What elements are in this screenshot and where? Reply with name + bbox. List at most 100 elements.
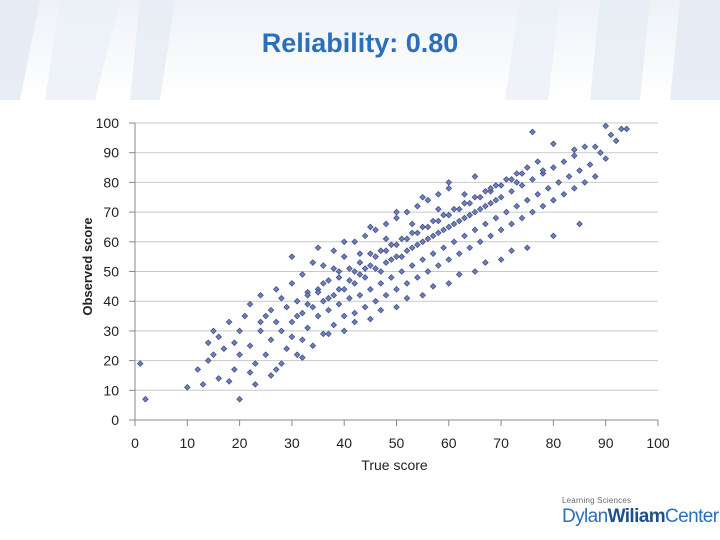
data-point bbox=[278, 294, 285, 302]
data-point bbox=[597, 149, 604, 156]
data-point bbox=[523, 164, 531, 171]
data-point bbox=[403, 294, 411, 302]
data-point bbox=[466, 199, 474, 207]
data-point bbox=[497, 193, 505, 201]
data-point bbox=[403, 247, 411, 255]
data-point bbox=[335, 274, 343, 281]
data-point bbox=[544, 185, 552, 192]
slide-title: Reliability: 0.80 bbox=[261, 28, 459, 58]
banner-decoration bbox=[0, 0, 720, 100]
data-point bbox=[419, 223, 426, 231]
logo-part-1: Dylan bbox=[562, 506, 608, 527]
data-point bbox=[372, 226, 379, 234]
data-point bbox=[382, 291, 390, 299]
data-point bbox=[356, 259, 364, 266]
data-point bbox=[518, 170, 526, 177]
data-point bbox=[591, 143, 599, 151]
data-point bbox=[523, 196, 531, 204]
data-point bbox=[576, 167, 583, 174]
data-point bbox=[398, 253, 406, 260]
data-point bbox=[377, 280, 385, 287]
y-tick-label: 0 bbox=[111, 412, 119, 428]
data-point bbox=[246, 369, 254, 376]
data-point bbox=[393, 241, 400, 249]
data-point bbox=[293, 351, 301, 358]
data-point bbox=[267, 306, 275, 314]
data-point bbox=[236, 327, 243, 335]
y-tick-label: 60 bbox=[103, 234, 119, 250]
data-point bbox=[278, 360, 285, 367]
data-point bbox=[210, 351, 217, 358]
data-point bbox=[408, 262, 416, 269]
data-point bbox=[518, 182, 526, 189]
data-point bbox=[340, 253, 348, 260]
data-point bbox=[602, 122, 609, 130]
data-point bbox=[246, 342, 254, 350]
data-point bbox=[398, 268, 406, 275]
logo-small-text: Learning Sciences bbox=[562, 496, 632, 505]
data-point bbox=[288, 280, 296, 287]
data-point bbox=[367, 250, 374, 257]
data-point bbox=[403, 235, 411, 243]
data-point bbox=[288, 333, 296, 341]
data-point bbox=[387, 241, 395, 249]
data-point bbox=[435, 217, 442, 225]
y-tick-label: 70 bbox=[103, 204, 119, 220]
data-point bbox=[529, 176, 536, 183]
data-point bbox=[513, 170, 521, 177]
data-point bbox=[293, 312, 301, 320]
data-point bbox=[340, 327, 348, 335]
data-point bbox=[283, 345, 290, 353]
logo-part-2: Wiliam bbox=[607, 506, 666, 527]
data-point bbox=[231, 339, 238, 347]
data-point bbox=[445, 256, 453, 263]
data-point bbox=[356, 271, 364, 278]
data-point bbox=[529, 128, 536, 136]
data-point bbox=[435, 229, 442, 237]
data-point bbox=[377, 268, 385, 275]
data-point bbox=[325, 294, 332, 302]
data-point bbox=[466, 211, 474, 219]
data-point bbox=[314, 244, 322, 252]
data-point bbox=[414, 229, 421, 237]
data-point bbox=[335, 286, 343, 293]
data-point bbox=[351, 318, 358, 326]
x-tick-label: 0 bbox=[131, 435, 139, 451]
data-point bbox=[314, 288, 322, 296]
data-point bbox=[602, 155, 609, 162]
data-point bbox=[236, 351, 243, 358]
data-point bbox=[445, 179, 453, 186]
data-point bbox=[455, 217, 463, 225]
data-point bbox=[508, 247, 515, 255]
data-point bbox=[513, 202, 521, 210]
data-point bbox=[204, 357, 212, 364]
title-banner: Reliability: 0.80 bbox=[0, 0, 720, 100]
data-point bbox=[419, 238, 426, 246]
data-point bbox=[455, 205, 463, 213]
data-point bbox=[340, 312, 348, 320]
data-point bbox=[534, 158, 542, 165]
data-point bbox=[340, 286, 348, 293]
data-point bbox=[492, 196, 500, 204]
data-point bbox=[403, 280, 411, 287]
logo-main-text: DylanWiliamCenter bbox=[562, 506, 719, 528]
data-point bbox=[471, 268, 479, 275]
data-point bbox=[377, 306, 385, 314]
data-point bbox=[356, 291, 364, 299]
data-point bbox=[314, 312, 322, 320]
data-point bbox=[257, 318, 264, 326]
data-point bbox=[220, 345, 228, 353]
x-axis-title: True score bbox=[361, 457, 428, 473]
data-point bbox=[136, 360, 144, 367]
data-point bbox=[372, 265, 379, 272]
data-point bbox=[142, 395, 149, 403]
data-point bbox=[497, 256, 505, 263]
x-tick-label: 20 bbox=[232, 435, 248, 451]
data-point bbox=[581, 143, 589, 151]
data-point bbox=[450, 205, 458, 213]
data-point bbox=[225, 318, 233, 326]
y-tick-label: 50 bbox=[103, 264, 119, 280]
data-point bbox=[492, 182, 500, 189]
data-point bbox=[461, 190, 468, 198]
data-point bbox=[246, 300, 254, 308]
